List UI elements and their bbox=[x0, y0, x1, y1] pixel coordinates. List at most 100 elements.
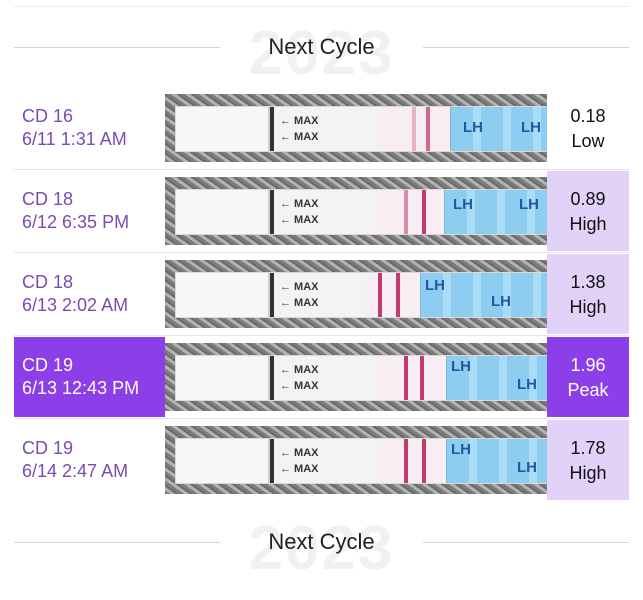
test-line bbox=[412, 107, 416, 151]
test-datetime: 6/11 1:31 AM bbox=[22, 129, 127, 149]
max-label: ← MAX bbox=[280, 214, 319, 226]
test-row[interactable]: CD 18 6/13 2:02 AM ← MAX ← MAX LH LH 1.3… bbox=[14, 254, 629, 336]
lh-level: High bbox=[569, 214, 607, 234]
top-divider bbox=[14, 6, 629, 7]
test-strip-photo[interactable]: ← MAX ← MAX LH LH bbox=[165, 177, 547, 245]
brand-label: LH LH bbox=[450, 107, 547, 151]
year-watermark: 2023 bbox=[248, 514, 395, 583]
strip-handle bbox=[176, 107, 270, 151]
max-label: ← MAX bbox=[280, 447, 319, 459]
divider-line bbox=[14, 542, 220, 543]
test-strip: ← MAX ← MAX LH LH bbox=[175, 106, 547, 152]
test-datetime: 6/12 6:35 PM bbox=[22, 212, 130, 232]
lh-ratio: 1.38 bbox=[570, 272, 606, 292]
control-line bbox=[396, 273, 400, 317]
test-row[interactable]: CD 19 6/14 2:47 AM ← MAX ← MAX LH LH 1.7… bbox=[14, 420, 629, 500]
test-info: CD 16 6/11 1:31 AM bbox=[14, 88, 165, 168]
lh-result: 1.96 Peak bbox=[547, 337, 629, 417]
lh-ratio: 1.78 bbox=[570, 438, 606, 458]
strip-max-mark bbox=[270, 107, 274, 151]
lh-ratio: 0.18 bbox=[570, 106, 606, 126]
test-line bbox=[404, 439, 408, 483]
test-info: CD 19 6/14 2:47 AM bbox=[14, 420, 165, 500]
brand-label: LH LH bbox=[446, 439, 547, 483]
strip-max-mark bbox=[270, 190, 274, 234]
row-separator bbox=[14, 335, 629, 336]
cycle-day: CD 16 bbox=[22, 106, 74, 126]
row-separator bbox=[14, 252, 629, 253]
test-strip-photo[interactable]: ← MAX ← MAX LH LH bbox=[165, 260, 547, 328]
max-label: ← MAX bbox=[280, 198, 319, 210]
brand-text: LH bbox=[517, 376, 537, 393]
max-label: ← MAX bbox=[280, 115, 319, 127]
test-datetime: 6/13 12:43 PM bbox=[22, 378, 140, 398]
test-strip-photo[interactable]: ← MAX ← MAX LH LH bbox=[165, 94, 547, 162]
lh-ratio: 1.96 bbox=[570, 355, 606, 375]
test-info: CD 18 6/13 2:02 AM bbox=[14, 254, 165, 334]
brand-text: LH bbox=[519, 196, 539, 213]
lh-level: Low bbox=[571, 131, 605, 151]
max-label: ← MAX bbox=[280, 297, 319, 309]
year-watermark: 2023 bbox=[248, 19, 395, 88]
lh-level: Peak bbox=[567, 380, 609, 400]
lh-result: 0.89 High bbox=[547, 171, 629, 251]
control-line bbox=[422, 190, 426, 234]
test-row[interactable]: CD 18 6/12 6:35 PM ← MAX ← MAX LH LH 0.8… bbox=[14, 171, 629, 253]
row-separator bbox=[14, 418, 629, 419]
max-label: ← MAX bbox=[280, 364, 319, 376]
control-line bbox=[426, 107, 430, 151]
cycle-header: 2023 Next Cycle bbox=[0, 19, 643, 88]
test-info: CD 18 6/12 6:35 PM bbox=[14, 171, 165, 251]
test-strip: ← MAX ← MAX LH LH bbox=[175, 272, 547, 318]
strip-handle bbox=[176, 439, 270, 483]
max-label: ← MAX bbox=[280, 380, 319, 392]
brand-label: LH LH bbox=[446, 356, 547, 400]
brand-text: LH bbox=[521, 119, 541, 136]
brand-text: LH bbox=[451, 358, 471, 375]
strip-max-mark bbox=[270, 356, 274, 400]
lh-level: High bbox=[569, 297, 607, 317]
test-strip-photo[interactable]: ← MAX ← MAX LH LH bbox=[165, 426, 547, 494]
brand-label: LH LH bbox=[444, 190, 547, 234]
brand-text: LH bbox=[451, 441, 471, 458]
row-separator bbox=[14, 169, 629, 170]
brand-text: LH bbox=[517, 459, 537, 476]
test-strip: ← MAX ← MAX LH LH bbox=[175, 189, 547, 235]
test-strip: ← MAX ← MAX LH LH bbox=[175, 355, 547, 401]
cycle-day: CD 19 bbox=[22, 438, 74, 458]
control-line bbox=[422, 439, 426, 483]
cycle-day: CD 18 bbox=[22, 189, 74, 209]
strip-handle bbox=[176, 273, 270, 317]
brand-text: LH bbox=[463, 119, 483, 136]
cycle-day: CD 18 bbox=[22, 272, 74, 292]
test-line bbox=[404, 356, 408, 400]
test-line bbox=[404, 190, 408, 234]
next-cycle-label: Next Cycle bbox=[268, 529, 375, 554]
max-label: ← MAX bbox=[280, 463, 319, 475]
lh-result: 1.78 High bbox=[547, 420, 629, 500]
lh-result: 1.38 High bbox=[547, 254, 629, 334]
test-strip: ← MAX ← MAX LH LH bbox=[175, 438, 547, 484]
strip-handle bbox=[176, 190, 270, 234]
divider-line bbox=[14, 47, 220, 48]
strip-max-mark bbox=[270, 273, 274, 317]
test-datetime: 6/13 2:02 AM bbox=[22, 295, 129, 315]
lh-ratio: 0.89 bbox=[570, 189, 606, 209]
test-datetime: 6/14 2:47 AM bbox=[22, 461, 129, 481]
brand-text: LH bbox=[491, 293, 511, 310]
brand-text: LH bbox=[453, 196, 473, 213]
test-info: CD 19 6/13 12:43 PM bbox=[14, 337, 165, 417]
next-cycle-label: Next Cycle bbox=[268, 34, 375, 59]
brand-text: LH bbox=[425, 277, 445, 294]
strip-handle bbox=[176, 356, 270, 400]
test-line bbox=[378, 273, 382, 317]
test-row-peak[interactable]: CD 19 6/13 12:43 PM ← MAX ← MAX LH LH 1.… bbox=[14, 337, 629, 419]
max-label: ← MAX bbox=[280, 281, 319, 293]
brand-label: LH LH bbox=[420, 273, 547, 317]
control-line bbox=[420, 356, 424, 400]
cycle-footer: 2023 Next Cycle bbox=[0, 514, 643, 583]
cycle-day: CD 19 bbox=[22, 355, 74, 375]
test-strip-photo[interactable]: ← MAX ← MAX LH LH bbox=[165, 343, 547, 411]
test-row[interactable]: CD 16 6/11 1:31 AM ← MAX ← MAX LH LH 0.1… bbox=[14, 88, 629, 170]
max-label: ← MAX bbox=[280, 131, 319, 143]
